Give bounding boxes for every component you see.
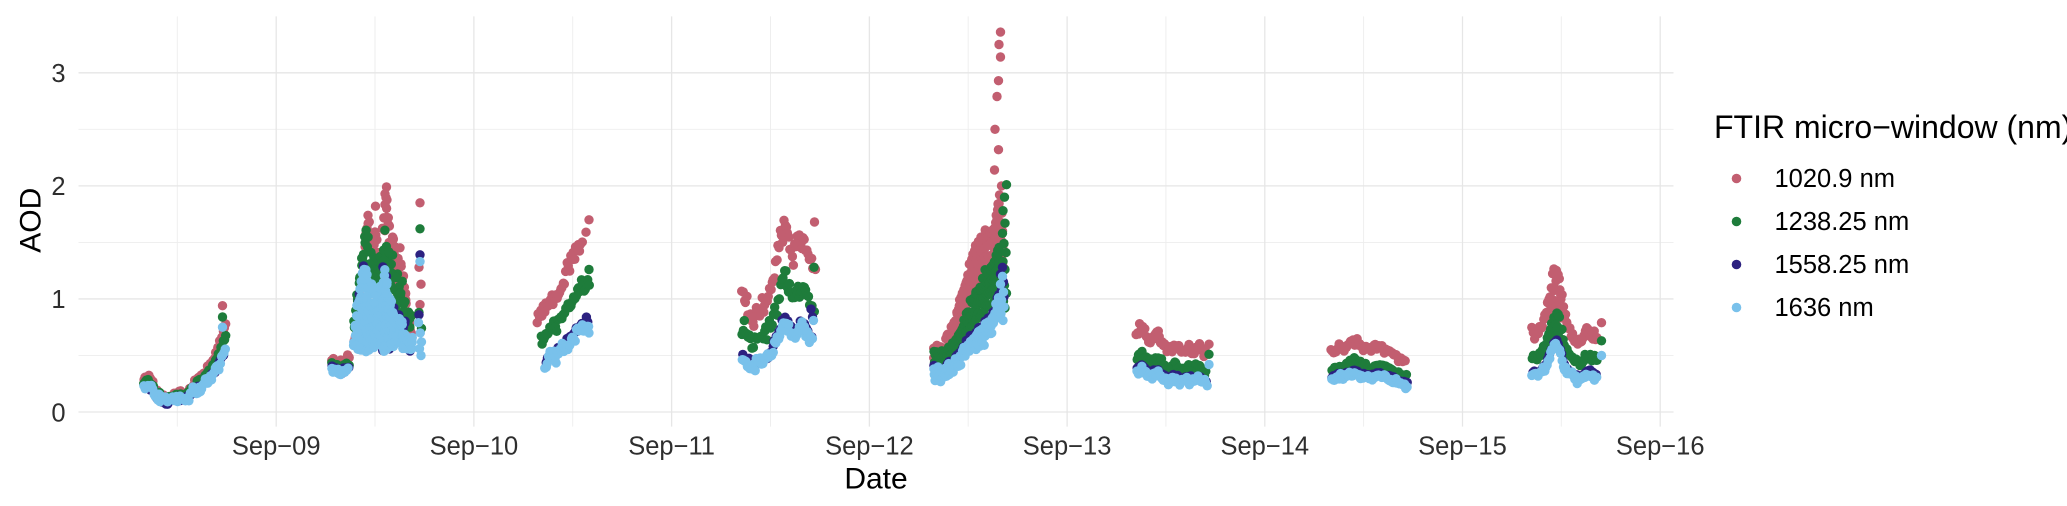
svg-text:Sep−14: Sep−14 <box>1220 433 1309 461</box>
svg-text:2: 2 <box>51 173 65 201</box>
svg-text:Sep−11: Sep−11 <box>628 433 715 461</box>
svg-text:3: 3 <box>51 60 65 88</box>
svg-text:Sep−10: Sep−10 <box>430 433 519 461</box>
svg-text:FTIR micro−window (nm): FTIR micro−window (nm) <box>1714 109 2067 145</box>
svg-text:Sep−13: Sep−13 <box>1023 433 1112 461</box>
svg-text:Sep−15: Sep−15 <box>1418 433 1507 461</box>
svg-text:AOD: AOD <box>14 188 47 253</box>
svg-text:Sep−16: Sep−16 <box>1616 433 1705 461</box>
svg-text:1238.25 nm: 1238.25 nm <box>1775 208 1910 236</box>
svg-text:Date: Date <box>844 463 907 496</box>
svg-text:0: 0 <box>51 399 65 427</box>
svg-text:1558.25 nm: 1558.25 nm <box>1775 251 1910 279</box>
svg-text:1: 1 <box>51 286 65 314</box>
svg-text:Sep−12: Sep−12 <box>825 433 914 461</box>
svg-text:Sep−09: Sep−09 <box>232 433 321 461</box>
svg-text:1636 nm: 1636 nm <box>1775 294 1874 322</box>
svg-text:1020.9 nm: 1020.9 nm <box>1775 165 1896 193</box>
